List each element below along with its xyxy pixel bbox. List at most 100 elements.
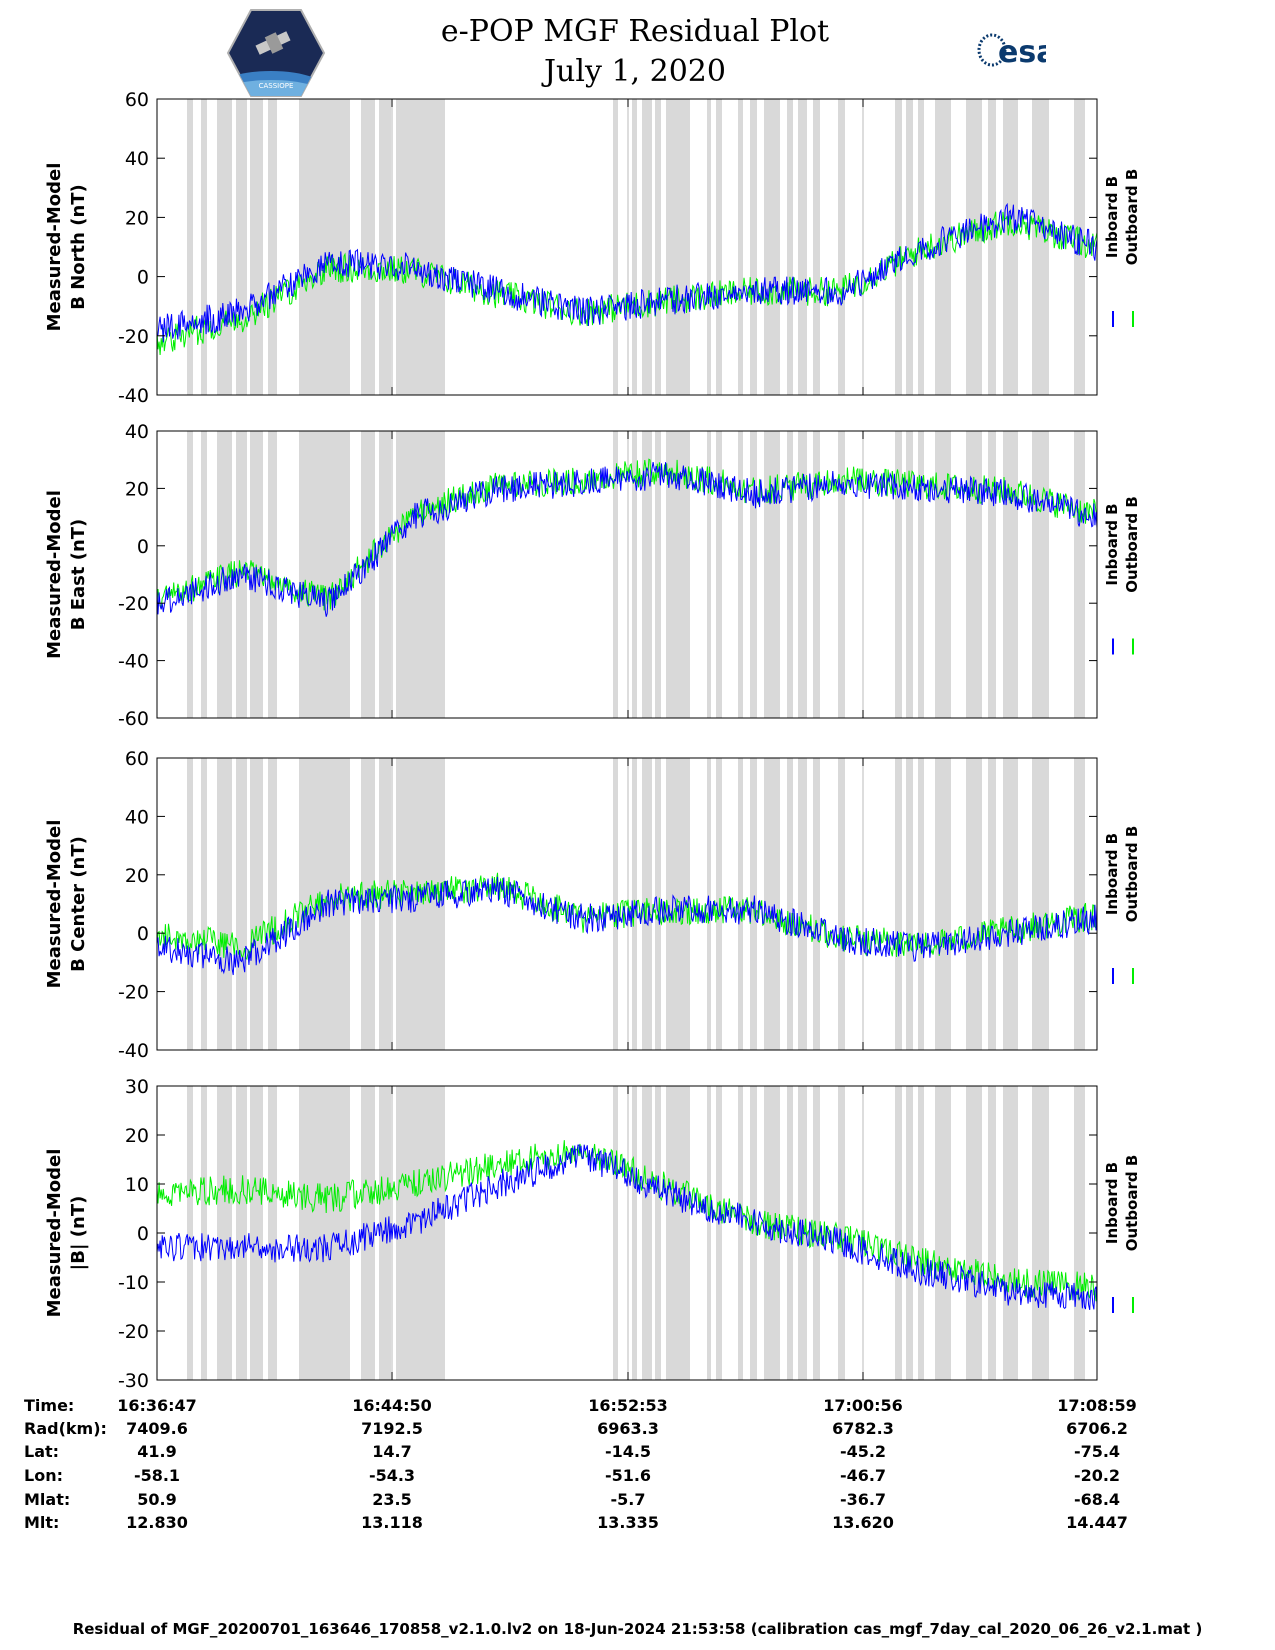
shade-band <box>988 99 996 395</box>
info-cell: -51.6 <box>604 1466 652 1485</box>
shade-band <box>361 431 375 718</box>
info-cell: 14.447 <box>1066 1513 1128 1532</box>
shade-band <box>613 99 618 395</box>
shade-band <box>707 1086 711 1380</box>
y-tick-label: -10 <box>118 1272 149 1294</box>
y-tick-label: 30 <box>125 1076 149 1098</box>
info-cell: -75.4 <box>1073 1442 1121 1461</box>
shade-band <box>750 1086 757 1380</box>
svg-text:CASSIOPE: CASSIOPE <box>259 82 294 90</box>
y-tick-label: -40 <box>118 651 149 673</box>
shade-band <box>895 1086 902 1380</box>
shade-band <box>738 431 743 718</box>
shade-band <box>187 99 193 395</box>
series-line-inboard-b <box>156 1144 1098 1311</box>
shade-band <box>906 1086 913 1380</box>
shade-band <box>798 758 807 1050</box>
shade-band <box>1032 1086 1049 1380</box>
shade-band <box>236 758 247 1050</box>
y-axis-label: Measured-Model <box>44 1149 65 1318</box>
info-cell: 16:44:50 <box>352 1396 432 1415</box>
shade-band <box>906 431 913 718</box>
panel-1: -40 -20 0 20 40 60 Measured-Model B North (nT) I… <box>44 89 1141 407</box>
shade-band <box>613 1086 618 1380</box>
shade-band <box>838 758 845 1050</box>
shade-band <box>966 1086 982 1380</box>
shade-band <box>1003 1086 1018 1380</box>
shade-band <box>268 99 277 395</box>
shade-band <box>988 1086 996 1380</box>
info-row-label: Rad(km): <box>24 1419 107 1438</box>
shade-band <box>613 431 618 718</box>
shade-band <box>361 99 375 395</box>
shade-band <box>201 99 207 395</box>
plot-frame <box>156 430 1098 719</box>
shade-band <box>642 1086 652 1380</box>
y-tick-label: 40 <box>125 148 149 170</box>
info-cell: 7409.6 <box>126 1419 188 1438</box>
shade-band <box>838 99 845 395</box>
info-row: Mlt: 12.830 13.118 13.335 13.620 14.447 <box>0 1513 1275 1537</box>
info-row: Mlat: 50.9 23.5 -5.7 -36.7 -68.4 <box>0 1490 1275 1514</box>
legend-outboard-label: Outboard B <box>1123 169 1141 266</box>
shade-band <box>716 1086 722 1380</box>
series-line-inboard-b <box>156 462 1098 617</box>
shade-band <box>738 99 743 395</box>
info-row-label: Mlt: <box>24 1513 60 1532</box>
shade-band <box>1003 431 1018 718</box>
y-tick-label: 0 <box>137 1223 149 1245</box>
y-tick-label: 20 <box>125 478 149 500</box>
shade-band <box>655 758 661 1050</box>
shade-band <box>906 758 913 1050</box>
shade-band <box>738 758 743 1050</box>
shade-band <box>895 99 902 395</box>
shade-band <box>716 431 722 718</box>
legend-inboard-label: Inboard B <box>1103 176 1121 258</box>
shade-band <box>988 431 996 718</box>
shade-band <box>201 758 207 1050</box>
shade-band <box>187 1086 193 1380</box>
panel-2: -60 -40 -20 0 20 40 Measured-Model B East (nT) I… <box>44 421 1141 730</box>
shade-band <box>895 431 902 718</box>
info-cell: -58.1 <box>133 1466 181 1485</box>
info-row-label: Lon: <box>24 1466 63 1485</box>
info-cell: 6782.3 <box>832 1419 894 1438</box>
y-tick-label: 0 <box>137 923 149 945</box>
info-cell: -45.2 <box>839 1442 887 1461</box>
shade-band <box>655 1086 661 1380</box>
panel-4: -30 -20 -10 0 10 20 30 Measured-Model |B| (nT) In… <box>44 1076 1141 1392</box>
shade-band <box>966 431 982 718</box>
info-cell: 16:36:47 <box>117 1396 197 1415</box>
shade-band <box>750 431 757 718</box>
series-line-outboard-b <box>156 872 1098 961</box>
shade-band <box>707 431 711 718</box>
shade-band <box>361 1086 375 1380</box>
shade-band <box>187 431 193 718</box>
shade-band <box>966 758 982 1050</box>
shade-band <box>1032 99 1049 395</box>
y-axis-label: B East (nT) <box>68 519 89 631</box>
shade-band <box>396 431 445 718</box>
y-tick-label: 40 <box>125 806 149 828</box>
shade-band <box>895 758 902 1050</box>
shade-band <box>798 99 807 395</box>
shade-band <box>716 758 722 1050</box>
shade-band <box>268 1086 277 1380</box>
shade-band <box>299 431 350 718</box>
y-tick-label: -20 <box>118 1321 149 1343</box>
y-tick-label: 20 <box>125 207 149 229</box>
shade-band <box>918 431 924 718</box>
shade-band <box>1003 99 1018 395</box>
plot-frame <box>156 98 1098 396</box>
shade-band <box>655 431 661 718</box>
series-line-outboard-b <box>156 1140 1098 1302</box>
shade-band <box>236 1086 247 1380</box>
info-cell: 12.830 <box>126 1513 188 1532</box>
shade-band <box>632 431 637 718</box>
chart-date: July 1, 2020 <box>544 54 726 89</box>
info-cell: 50.9 <box>137 1490 177 1509</box>
shade-band <box>396 1086 445 1380</box>
shade-band <box>716 99 722 395</box>
svg-text:esa: esa <box>998 35 1046 70</box>
shade-band <box>764 1086 780 1380</box>
